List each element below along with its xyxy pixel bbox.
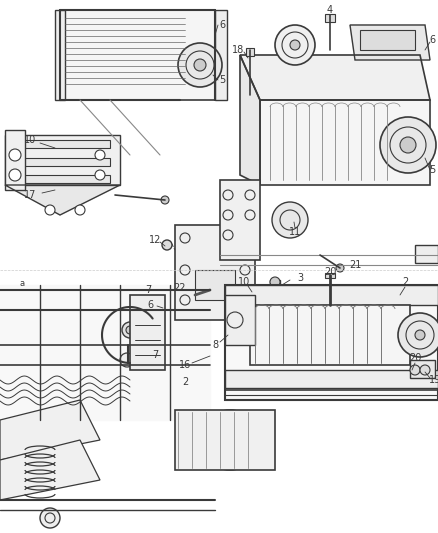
Circle shape: [290, 40, 300, 50]
Text: 2: 2: [402, 277, 408, 287]
Circle shape: [9, 149, 21, 161]
Circle shape: [270, 277, 280, 287]
Circle shape: [415, 330, 425, 340]
Text: 16: 16: [179, 360, 191, 370]
Bar: [20, 158, 110, 166]
Text: 3: 3: [297, 273, 303, 283]
Bar: [195, 270, 235, 300]
Text: 20: 20: [409, 353, 421, 363]
Text: 10: 10: [238, 277, 250, 287]
Bar: [220, 180, 260, 260]
Text: 5: 5: [219, 75, 225, 85]
Text: 12: 12: [149, 235, 161, 245]
Polygon shape: [350, 25, 430, 60]
Text: 7: 7: [145, 285, 151, 295]
Circle shape: [45, 205, 55, 215]
Bar: [270, 280, 280, 310]
Text: 20: 20: [324, 267, 336, 277]
Text: a: a: [20, 279, 25, 287]
Circle shape: [400, 137, 416, 153]
Bar: [225, 295, 255, 345]
Bar: [20, 140, 110, 148]
Polygon shape: [0, 440, 100, 500]
Circle shape: [420, 365, 430, 375]
Polygon shape: [5, 135, 120, 185]
Text: 6: 6: [147, 300, 153, 310]
Polygon shape: [0, 400, 100, 460]
Bar: [175, 410, 275, 470]
Bar: [360, 30, 415, 50]
Text: 4: 4: [327, 5, 333, 15]
Text: 2: 2: [182, 377, 188, 387]
Text: 7: 7: [152, 350, 158, 360]
Polygon shape: [260, 100, 430, 185]
Circle shape: [200, 410, 260, 470]
Bar: [225, 285, 438, 400]
Circle shape: [40, 508, 60, 528]
Bar: [415, 245, 438, 263]
Circle shape: [336, 264, 344, 272]
Text: 21: 21: [349, 260, 361, 270]
Circle shape: [95, 150, 105, 160]
Text: 11: 11: [289, 227, 301, 237]
Bar: [246, 48, 254, 56]
Text: 6: 6: [219, 20, 225, 30]
Text: 18: 18: [232, 45, 244, 55]
Bar: [410, 360, 435, 378]
Polygon shape: [225, 285, 438, 400]
Circle shape: [410, 365, 420, 375]
Circle shape: [122, 322, 138, 338]
Circle shape: [126, 326, 134, 334]
Bar: [325, 273, 335, 278]
Bar: [20, 175, 110, 183]
Circle shape: [272, 202, 308, 238]
Circle shape: [120, 353, 134, 367]
Bar: [60, 10, 215, 100]
Circle shape: [380, 117, 436, 173]
Bar: [55, 10, 65, 100]
Circle shape: [161, 196, 169, 204]
Text: 8: 8: [212, 340, 218, 350]
Bar: [250, 305, 410, 365]
Polygon shape: [0, 285, 210, 420]
Text: 22: 22: [174, 283, 186, 293]
Bar: [225, 285, 438, 305]
Bar: [175, 225, 255, 320]
Polygon shape: [240, 55, 430, 100]
Circle shape: [398, 313, 438, 357]
Bar: [325, 14, 335, 22]
Text: 19: 19: [429, 375, 438, 385]
Text: 10: 10: [24, 135, 36, 145]
Bar: [215, 10, 227, 100]
Circle shape: [9, 169, 21, 181]
Polygon shape: [240, 55, 260, 185]
Circle shape: [194, 59, 206, 71]
Text: 6: 6: [429, 35, 435, 45]
Circle shape: [178, 43, 222, 87]
Polygon shape: [5, 130, 25, 190]
Text: 5: 5: [429, 165, 435, 175]
Bar: [225, 370, 438, 388]
Polygon shape: [5, 185, 120, 215]
Circle shape: [75, 205, 85, 215]
Circle shape: [275, 25, 315, 65]
Bar: [130, 295, 165, 370]
Circle shape: [95, 170, 105, 180]
Circle shape: [162, 240, 172, 250]
Text: 17: 17: [24, 190, 36, 200]
